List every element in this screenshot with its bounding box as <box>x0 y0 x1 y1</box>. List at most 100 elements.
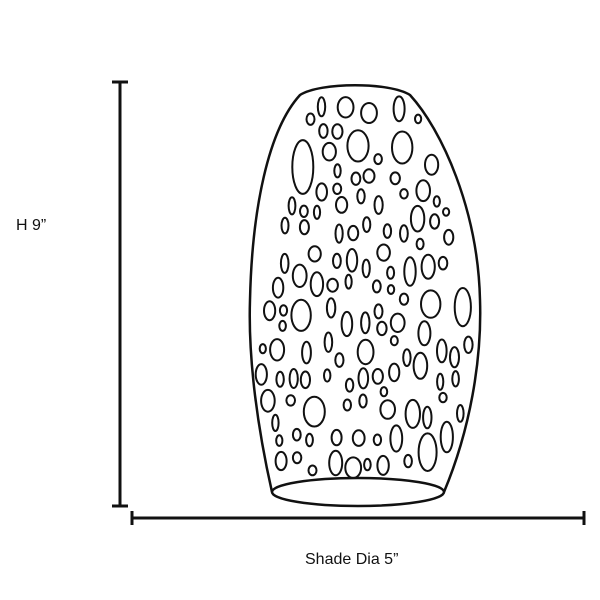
bubble <box>275 370 285 388</box>
bubble <box>307 464 318 477</box>
bubble <box>258 343 267 355</box>
width-label: Shade Dia 5” <box>305 551 399 568</box>
bubble <box>263 300 277 322</box>
bubble <box>360 102 378 124</box>
bubble-pattern <box>254 95 474 480</box>
bubble <box>346 129 370 163</box>
bubble <box>271 276 285 299</box>
bubble <box>285 394 297 407</box>
bubble <box>403 256 417 287</box>
bubble <box>344 377 355 393</box>
bubble <box>389 312 406 333</box>
bubble <box>382 223 393 239</box>
bubble <box>323 368 332 383</box>
bubble <box>402 348 412 368</box>
bubble <box>299 204 309 219</box>
bubble <box>453 287 472 328</box>
bubble <box>424 153 440 176</box>
bubble <box>379 399 397 420</box>
bubble <box>351 429 366 447</box>
bubble <box>372 433 383 447</box>
bubble <box>278 304 289 317</box>
bubble <box>269 338 286 362</box>
bubble <box>438 391 448 404</box>
bubble <box>420 253 436 280</box>
bubble <box>389 335 399 347</box>
bubble <box>414 113 423 125</box>
bubble <box>386 265 396 280</box>
bubble <box>318 123 329 139</box>
bubble <box>403 453 413 469</box>
bubble <box>373 303 384 320</box>
bubble <box>361 258 371 279</box>
bubble <box>287 196 297 216</box>
bubble <box>399 224 409 243</box>
bubble <box>334 223 344 244</box>
bubble <box>315 182 329 202</box>
bubble <box>326 277 339 293</box>
bubble <box>309 271 325 298</box>
bubble <box>345 247 359 273</box>
bubble <box>398 292 410 306</box>
bubble <box>412 351 429 380</box>
bubble <box>443 228 455 246</box>
bubble <box>392 95 406 123</box>
height-label: H 9” <box>16 217 47 234</box>
shade-bottom-opening <box>270 476 446 508</box>
bubble <box>388 362 401 383</box>
bubble <box>356 188 366 205</box>
bubble <box>442 207 451 217</box>
bubble <box>376 243 391 262</box>
bubble <box>350 171 362 186</box>
bubble <box>356 338 375 366</box>
bubble <box>305 432 314 448</box>
bubble <box>357 367 370 390</box>
bubble <box>432 195 441 208</box>
bubble <box>334 352 345 368</box>
bubble <box>420 289 442 319</box>
bubble <box>278 319 287 332</box>
bubble <box>389 424 404 453</box>
bubble <box>344 273 353 290</box>
bubble <box>288 368 299 389</box>
bubble <box>415 237 425 251</box>
bubble <box>451 370 460 388</box>
bubble <box>449 346 460 369</box>
bubble <box>417 432 438 473</box>
bubble <box>422 405 433 430</box>
bubble <box>335 196 349 214</box>
bubble <box>373 195 384 215</box>
bubble <box>436 372 445 391</box>
bubble <box>332 182 343 196</box>
bubble <box>358 393 368 409</box>
bubble <box>347 224 360 242</box>
bubble <box>291 427 302 442</box>
bubble <box>328 449 344 477</box>
bubble <box>409 204 426 233</box>
bubble <box>362 216 372 234</box>
bubble <box>305 112 316 126</box>
bubble <box>321 141 337 162</box>
bubble <box>279 252 290 274</box>
bubble <box>376 454 390 476</box>
bubble <box>330 428 343 447</box>
bubble <box>336 96 355 119</box>
bubble <box>386 284 396 295</box>
bubble <box>340 310 354 338</box>
height-dimension-line <box>112 80 128 508</box>
bubble <box>333 163 342 179</box>
bubble <box>363 457 372 472</box>
bubble <box>439 420 454 454</box>
shade-outline <box>248 84 482 493</box>
bubble <box>301 340 312 365</box>
bubble <box>299 370 311 390</box>
bubble <box>332 252 342 269</box>
bubble <box>290 298 312 332</box>
bubble <box>323 331 334 353</box>
bubble <box>260 388 276 413</box>
bubble <box>274 450 288 472</box>
bubble <box>437 255 449 271</box>
bubble <box>429 213 441 230</box>
bubble <box>298 219 310 236</box>
bubble <box>254 363 268 386</box>
